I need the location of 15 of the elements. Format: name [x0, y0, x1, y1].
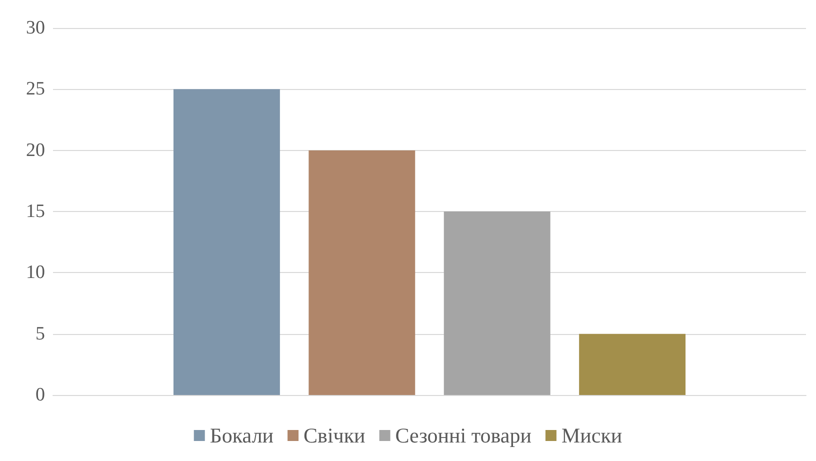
y-tick-label: 30: [26, 18, 45, 38]
y-tick-label: 20: [26, 140, 45, 161]
y-tick-label: 25: [26, 78, 45, 100]
bar: [173, 89, 280, 395]
legend-label: Свічки: [304, 424, 366, 448]
bar: [308, 150, 416, 395]
y-tick-label: 0: [36, 384, 45, 406]
bar: [579, 334, 686, 395]
y-tick-label: 5: [36, 323, 45, 344]
y-tick-label: 10: [26, 262, 45, 284]
y-tick-label: 15: [26, 201, 45, 222]
legend-label: Миски: [561, 424, 622, 448]
legend-label: Бокали: [210, 424, 274, 448]
legend-label: Сезонні товари: [395, 424, 532, 448]
bar: [444, 212, 550, 395]
